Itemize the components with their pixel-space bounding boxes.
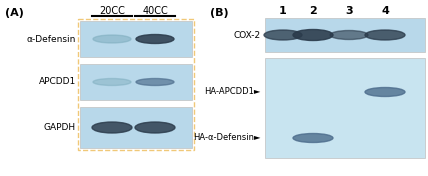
Bar — [265, 58, 425, 158]
Ellipse shape — [135, 122, 175, 133]
Text: 4: 4 — [381, 6, 389, 16]
Ellipse shape — [293, 134, 333, 143]
Ellipse shape — [93, 35, 131, 43]
Text: 40CC: 40CC — [142, 6, 168, 16]
Text: 3: 3 — [345, 6, 353, 16]
Ellipse shape — [264, 30, 302, 40]
Ellipse shape — [330, 30, 368, 39]
Bar — [80, 21, 192, 57]
Bar — [78, 19, 194, 150]
Text: (A): (A) — [5, 8, 24, 18]
Text: APCDD1: APCDD1 — [39, 77, 76, 86]
Text: GAPDH: GAPDH — [44, 123, 76, 132]
Text: 2: 2 — [309, 6, 317, 16]
Ellipse shape — [136, 34, 174, 43]
Text: α-Defensin: α-Defensin — [27, 34, 76, 43]
Ellipse shape — [365, 87, 405, 96]
Ellipse shape — [93, 78, 131, 86]
Text: HA-α-Defensin►: HA-α-Defensin► — [193, 134, 261, 143]
Text: COX-2: COX-2 — [234, 30, 261, 39]
Text: HA-APCDD1►: HA-APCDD1► — [205, 87, 261, 96]
Bar — [80, 64, 192, 100]
Ellipse shape — [293, 30, 333, 40]
Text: 1: 1 — [279, 6, 287, 16]
Bar — [265, 18, 425, 52]
Ellipse shape — [92, 122, 132, 133]
Ellipse shape — [136, 78, 174, 86]
Ellipse shape — [365, 30, 405, 40]
Text: (B): (B) — [210, 8, 229, 18]
Bar — [80, 107, 192, 148]
Text: 20CC: 20CC — [99, 6, 125, 16]
